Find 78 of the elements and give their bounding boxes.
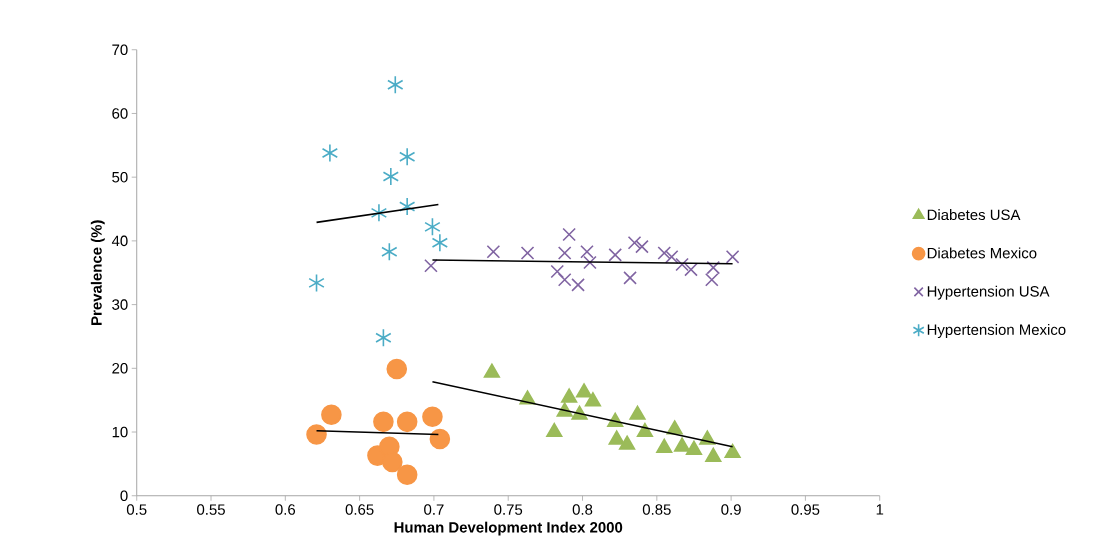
x-tick-label: 0.7 [424, 504, 444, 515]
x-axis-title: Human Development Index 2000 [394, 521, 623, 536]
y-tick-label: 40 [111, 235, 128, 247]
point [657, 246, 672, 260]
point [382, 167, 399, 186]
point [373, 411, 394, 433]
point [571, 278, 585, 292]
point [308, 273, 325, 293]
point [584, 392, 602, 407]
point [557, 272, 572, 287]
x-tick-label: 0.9 [721, 504, 741, 515]
y-tick-label: 50 [112, 171, 128, 183]
y-tick-label: 20 [112, 363, 128, 374]
point [486, 244, 501, 259]
point [399, 147, 416, 167]
legend-label: Diabetes Mexico [927, 247, 1037, 259]
point [520, 246, 535, 260]
x-tick-label: 0.8 [572, 504, 593, 515]
point [562, 227, 576, 242]
point [375, 328, 392, 348]
point [546, 422, 563, 438]
point [629, 405, 646, 420]
point [306, 424, 327, 445]
point [685, 440, 703, 455]
y-tick-label: 60 [112, 108, 128, 119]
point [580, 244, 594, 259]
point [618, 435, 636, 450]
x-tick-label: 0.95 [791, 504, 820, 515]
point [583, 255, 597, 270]
x-tick-label: 0.5 [126, 504, 147, 515]
point [381, 242, 398, 262]
point [636, 422, 654, 438]
point [675, 257, 689, 272]
point [483, 363, 501, 378]
x-tick-label: 0.55 [197, 504, 225, 515]
point [422, 406, 443, 428]
y-tick-label: 0 [120, 490, 128, 502]
point [724, 443, 741, 459]
point [550, 264, 565, 279]
point [635, 239, 649, 254]
point [399, 197, 416, 216]
point [321, 143, 339, 163]
y-tick-label: 70 [112, 44, 128, 56]
point [627, 235, 642, 250]
point [684, 262, 698, 277]
point [664, 250, 679, 264]
point [557, 246, 572, 260]
legend-label: Hypertension USA [927, 285, 1050, 300]
point [705, 447, 722, 462]
point [706, 260, 721, 275]
x-tick-label: 0.6 [275, 504, 296, 515]
point [382, 451, 403, 473]
x-tick-label: 0.65 [345, 504, 374, 515]
point [396, 464, 418, 486]
legend-label: Hypertension Mexico [927, 324, 1066, 338]
point [656, 438, 673, 453]
point [575, 383, 593, 398]
x-tick-label: 0.75 [494, 504, 523, 515]
point [725, 250, 740, 264]
point [704, 272, 719, 287]
point [387, 75, 404, 95]
y-tick-label: 30 [112, 299, 128, 310]
point [396, 411, 418, 433]
y-axis-title: Prevalence (%) [90, 220, 105, 325]
point [673, 437, 691, 452]
point [370, 203, 388, 223]
point [608, 248, 623, 262]
point [608, 430, 625, 445]
point [623, 271, 637, 285]
legend-label: Diabetes USA [927, 209, 1021, 221]
x-tick-label: 0.85 [642, 504, 671, 515]
x-tick-label: 1 [876, 504, 884, 515]
point [424, 258, 438, 273]
point [386, 358, 408, 380]
point [321, 404, 342, 426]
point [560, 388, 578, 403]
y-tick-label: 10 [112, 426, 128, 438]
point [429, 428, 451, 450]
